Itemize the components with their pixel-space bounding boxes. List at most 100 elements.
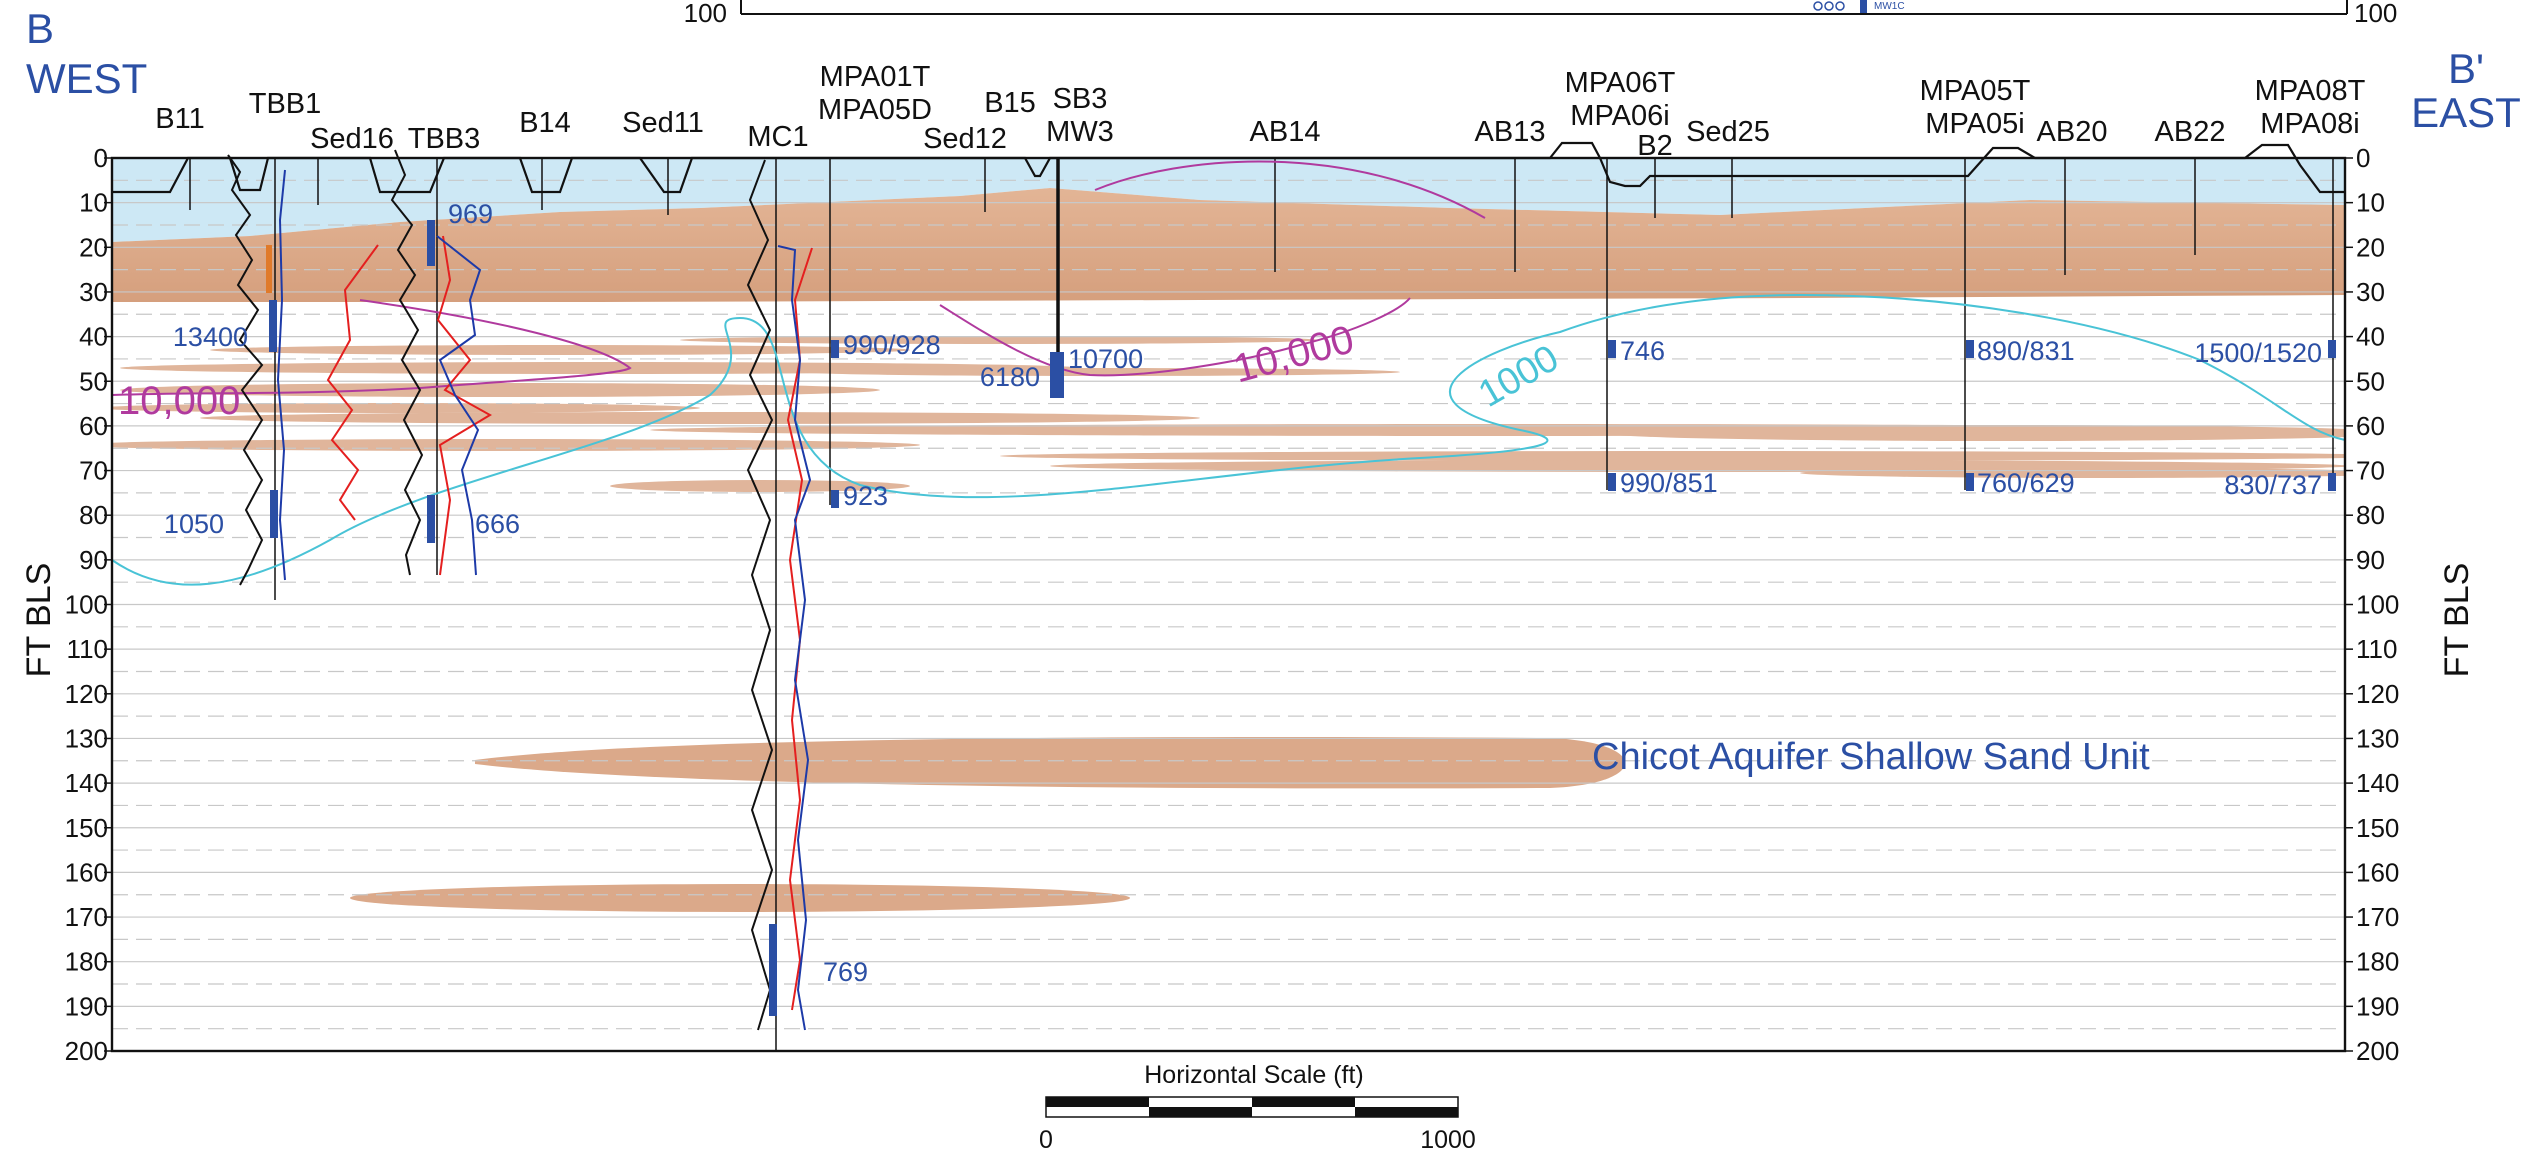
tbb3-blue-log xyxy=(436,235,482,576)
top-tick-left: 100 xyxy=(684,0,727,28)
depth-label-right: 170 xyxy=(2356,902,2399,932)
concentration-mpa06-upper: 746 xyxy=(1620,336,1665,366)
deep-sand-lens xyxy=(350,884,1130,912)
depth-label-left: 90 xyxy=(79,545,108,575)
well-label-mpa08: MPA08i xyxy=(2260,108,2359,140)
concentration-tbb1-upper: 13400 xyxy=(173,322,248,352)
depth-label-left: 150 xyxy=(65,813,108,843)
depth-label-right: 80 xyxy=(2356,500,2385,530)
top-strip: 100 100 MW1C xyxy=(684,0,2397,28)
depth-label-right: 10 xyxy=(2356,188,2385,218)
well-label-b2: B2 xyxy=(1637,130,1672,162)
mc1-black-log xyxy=(746,159,774,1031)
contour-10000-west-line xyxy=(111,299,632,396)
concentration-mpa08-lower: 830/737 xyxy=(2224,470,2322,500)
left-axis-title: FT BLS xyxy=(20,563,58,678)
depth-label-right: 140 xyxy=(2356,768,2399,798)
left-depth-labels: 0 10 20 30 40 50 60 70 80 90 100 110 120 130 140 150 160… xyxy=(65,143,108,1066)
concentration-sb3-right: 10700 xyxy=(1068,344,1143,374)
tbb1-resistivity-log xyxy=(227,154,264,586)
contour-10000-cap-line xyxy=(1094,160,1486,219)
depth-label-left: 190 xyxy=(65,991,108,1021)
well-label-mpa01: MPA05D xyxy=(818,94,932,126)
water-zone xyxy=(112,158,2345,242)
depth-ticks xyxy=(104,157,2353,1052)
depth-label-left: 140 xyxy=(65,768,108,798)
depth-label-left: 180 xyxy=(65,947,108,977)
depth-label-left: 60 xyxy=(79,411,108,441)
mw1c-marker: MW1C xyxy=(1813,0,1905,13)
well-label-tbb3: TBB3 xyxy=(408,123,481,155)
depth-label-right: 50 xyxy=(2356,366,2385,396)
depth-label-left: 0 xyxy=(94,143,108,173)
geophysical-logs xyxy=(227,149,813,1031)
concentration-labels: 13400 1050 969 666 990/928 923 6180 10700 746 990… xyxy=(164,199,2322,987)
chicot-sand-lens xyxy=(475,737,1625,789)
well-label-b11: B11 xyxy=(155,103,204,135)
mw1c-label: MW1C xyxy=(1874,1,1905,12)
scale-min-label: 0 xyxy=(1039,1126,1053,1154)
contour-10000-mid-line xyxy=(939,297,1411,377)
main-sand-layer xyxy=(112,188,2345,302)
depth-label-right: 60 xyxy=(2356,411,2385,441)
section-left-direction: WEST xyxy=(26,55,147,102)
depth-label-right: 180 xyxy=(2356,947,2399,977)
depth-label-left: 20 xyxy=(79,232,108,262)
concentration-mpa05-lower: 760/629 xyxy=(1977,468,2075,498)
section-right-letter: B' xyxy=(2448,45,2484,92)
well-label-sb3: MW3 xyxy=(1046,116,1114,148)
well-label-mpa06: MPA06i xyxy=(1570,100,1669,132)
depth-label-right: 130 xyxy=(2356,723,2399,753)
right-depth-labels: 0 10 20 30 40 50 60 70 80 90 100 110 120 130 140 150 160… xyxy=(2356,143,2399,1066)
well-label-ab13: AB13 xyxy=(1475,116,1546,148)
depth-gridlines xyxy=(112,179,2345,1030)
mc1-blue-log xyxy=(777,245,812,1031)
well-label-ab20: AB20 xyxy=(2037,116,2108,148)
concentration-tbb1-lower: 1050 xyxy=(164,509,224,539)
depth-label-left: 50 xyxy=(79,366,108,396)
contour-10000-mid-label: 10,000 xyxy=(1229,317,1359,391)
concentration-mc1-deep: 769 xyxy=(823,957,868,987)
sed16-red-log xyxy=(326,244,379,521)
well-label-mpa06: MPA06T xyxy=(1565,67,1676,99)
depth-label-right: 110 xyxy=(2356,634,2397,664)
scale-title: Horizontal Scale (ft) xyxy=(1144,1061,1364,1089)
depth-label-left: 110 xyxy=(67,634,108,664)
tbb1-sp-log xyxy=(276,169,286,581)
concentration-mpa06-lower: 990/851 xyxy=(1620,468,1718,498)
depth-label-left: 120 xyxy=(65,679,108,709)
well-screens xyxy=(269,220,2336,1016)
well-label-mpa05: MPA05i xyxy=(1925,108,2024,140)
section-left-letter: B xyxy=(26,5,54,52)
contour-1000-line xyxy=(111,293,2346,586)
concentration-tbb3-upper: 969 xyxy=(448,199,493,229)
depth-label-left: 10 xyxy=(79,188,108,218)
depth-label-right: 150 xyxy=(2356,813,2399,843)
chicot-unit-label: Chicot Aquifer Shallow Sand Unit xyxy=(1592,736,2150,778)
well-label-sed16: Sed16 xyxy=(310,123,394,155)
well-label-sed12: Sed12 xyxy=(923,123,1007,155)
well-label-tbb1: TBB1 xyxy=(249,88,322,120)
concentration-mpa08-upper: 1500/1520 xyxy=(2194,338,2322,368)
depth-label-right: 30 xyxy=(2356,277,2385,307)
well-label-mpa08: MPA08T xyxy=(2255,75,2366,107)
top-tick-right: 100 xyxy=(2354,0,2397,28)
concentration-mpa01-lower: 923 xyxy=(843,481,888,511)
concentration-mpa05-upper: 890/831 xyxy=(1977,336,2075,366)
depth-label-left: 80 xyxy=(79,500,108,530)
depth-label-left: 40 xyxy=(79,322,108,352)
tbb3-black-log xyxy=(390,149,424,576)
well-label-ab22: AB22 xyxy=(2155,116,2226,148)
scale-max-label: 1000 xyxy=(1420,1126,1476,1154)
depth-label-right: 90 xyxy=(2356,545,2385,575)
depth-label-left: 30 xyxy=(79,277,108,307)
depth-label-right: 100 xyxy=(2356,590,2399,620)
depth-label-left: 100 xyxy=(65,590,108,620)
well-label-sb3: SB3 xyxy=(1053,83,1108,115)
depth-label-right: 190 xyxy=(2356,991,2399,1021)
depth-label-left: 160 xyxy=(65,857,108,887)
right-axis-title: FT BLS xyxy=(2438,563,2476,678)
well-label-mpa01: MPA01T xyxy=(820,61,931,93)
